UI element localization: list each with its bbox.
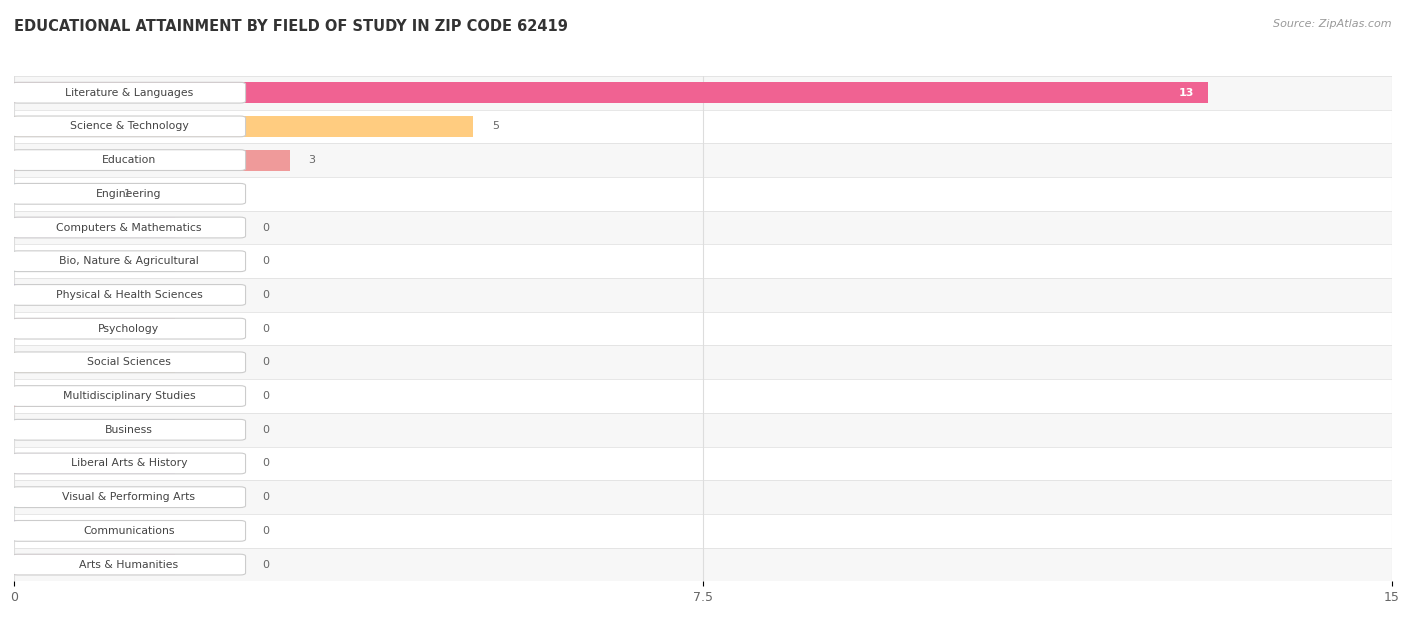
Text: 0: 0 xyxy=(262,222,269,233)
Text: Engineering: Engineering xyxy=(96,189,162,199)
Bar xyxy=(14,82,1208,103)
FancyBboxPatch shape xyxy=(13,116,246,137)
FancyBboxPatch shape xyxy=(13,487,246,507)
FancyBboxPatch shape xyxy=(13,251,246,272)
FancyBboxPatch shape xyxy=(13,183,246,204)
FancyBboxPatch shape xyxy=(14,447,1392,480)
Bar xyxy=(14,386,174,406)
Text: 0: 0 xyxy=(262,559,269,569)
Bar xyxy=(14,217,174,238)
Text: Visual & Performing Arts: Visual & Performing Arts xyxy=(62,492,195,502)
Bar xyxy=(14,183,105,204)
Bar xyxy=(14,251,174,272)
FancyBboxPatch shape xyxy=(14,514,1392,548)
FancyBboxPatch shape xyxy=(14,346,1392,379)
Bar xyxy=(14,554,174,575)
FancyBboxPatch shape xyxy=(13,386,246,406)
FancyBboxPatch shape xyxy=(14,76,1392,109)
FancyBboxPatch shape xyxy=(13,420,246,440)
Bar xyxy=(14,150,290,171)
Text: Multidisciplinary Studies: Multidisciplinary Studies xyxy=(63,391,195,401)
Bar xyxy=(14,520,174,542)
Bar xyxy=(14,419,174,441)
Text: Psychology: Psychology xyxy=(98,324,159,334)
Text: Computers & Mathematics: Computers & Mathematics xyxy=(56,222,201,233)
FancyBboxPatch shape xyxy=(13,453,246,474)
FancyBboxPatch shape xyxy=(14,210,1392,245)
FancyBboxPatch shape xyxy=(14,312,1392,346)
Text: Business: Business xyxy=(105,425,153,435)
Text: Social Sciences: Social Sciences xyxy=(87,357,170,367)
Text: 0: 0 xyxy=(262,492,269,502)
FancyBboxPatch shape xyxy=(14,480,1392,514)
Text: 0: 0 xyxy=(262,357,269,367)
FancyBboxPatch shape xyxy=(14,177,1392,210)
Text: Source: ZipAtlas.com: Source: ZipAtlas.com xyxy=(1274,19,1392,29)
Text: Bio, Nature & Agricultural: Bio, Nature & Agricultural xyxy=(59,256,198,266)
Text: 3: 3 xyxy=(308,155,315,165)
FancyBboxPatch shape xyxy=(13,319,246,339)
FancyBboxPatch shape xyxy=(14,413,1392,447)
FancyBboxPatch shape xyxy=(13,217,246,238)
Text: 1: 1 xyxy=(124,189,131,199)
Text: Arts & Humanities: Arts & Humanities xyxy=(79,559,179,569)
FancyBboxPatch shape xyxy=(13,554,246,575)
Text: 0: 0 xyxy=(262,458,269,468)
Bar xyxy=(14,453,174,474)
Text: 0: 0 xyxy=(262,324,269,334)
FancyBboxPatch shape xyxy=(13,284,246,305)
Text: 0: 0 xyxy=(262,425,269,435)
Text: 0: 0 xyxy=(262,526,269,536)
FancyBboxPatch shape xyxy=(14,109,1392,143)
FancyBboxPatch shape xyxy=(13,521,246,541)
FancyBboxPatch shape xyxy=(14,278,1392,312)
FancyBboxPatch shape xyxy=(14,143,1392,177)
FancyBboxPatch shape xyxy=(14,379,1392,413)
Text: 0: 0 xyxy=(262,290,269,300)
Bar xyxy=(14,318,174,339)
FancyBboxPatch shape xyxy=(14,245,1392,278)
Bar xyxy=(14,487,174,507)
FancyBboxPatch shape xyxy=(13,352,246,373)
Text: EDUCATIONAL ATTAINMENT BY FIELD OF STUDY IN ZIP CODE 62419: EDUCATIONAL ATTAINMENT BY FIELD OF STUDY… xyxy=(14,19,568,34)
Text: 0: 0 xyxy=(262,391,269,401)
FancyBboxPatch shape xyxy=(13,82,246,103)
Text: Liberal Arts & History: Liberal Arts & History xyxy=(70,458,187,468)
Text: Literature & Languages: Literature & Languages xyxy=(65,88,193,98)
Text: 5: 5 xyxy=(492,121,499,131)
FancyBboxPatch shape xyxy=(13,150,246,171)
Text: Science & Technology: Science & Technology xyxy=(69,121,188,131)
Text: Physical & Health Sciences: Physical & Health Sciences xyxy=(55,290,202,300)
Text: Communications: Communications xyxy=(83,526,174,536)
Bar xyxy=(14,116,474,137)
Text: 0: 0 xyxy=(262,256,269,266)
Bar xyxy=(14,352,174,373)
Text: Education: Education xyxy=(101,155,156,165)
Bar xyxy=(14,284,174,305)
Text: 13: 13 xyxy=(1180,88,1195,98)
FancyBboxPatch shape xyxy=(14,548,1392,581)
